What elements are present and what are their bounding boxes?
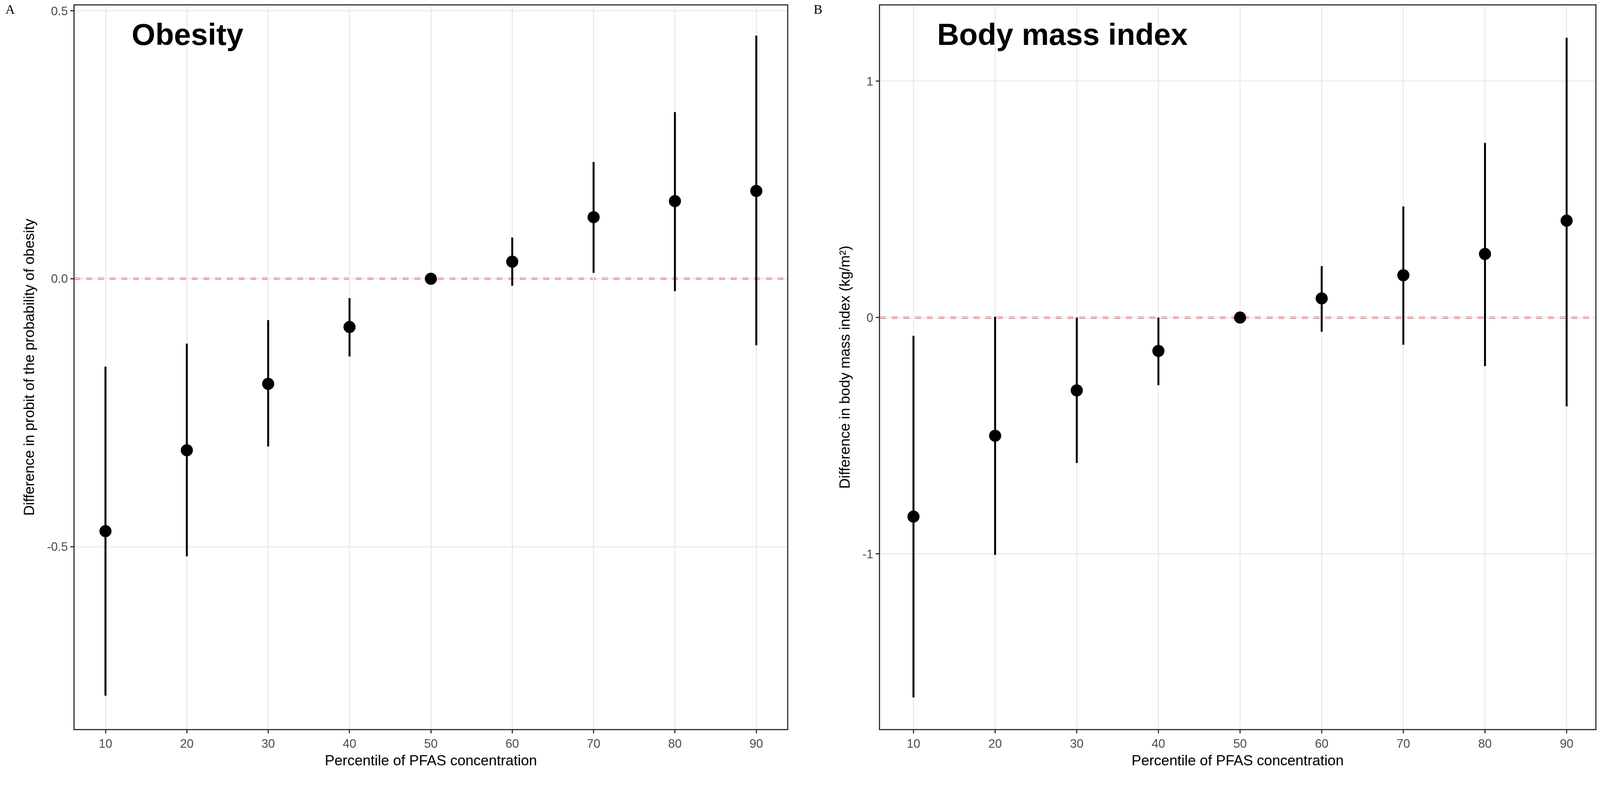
svg-text:A: A <box>5 2 15 17</box>
svg-text:90: 90 <box>749 736 763 751</box>
svg-text:0.0: 0.0 <box>51 271 68 286</box>
svg-text:60: 60 <box>505 736 519 751</box>
svg-text:-0.5: -0.5 <box>46 539 68 554</box>
svg-text:Percentile of PFAS concentrati: Percentile of PFAS concentration <box>325 752 538 769</box>
svg-text:70: 70 <box>1396 736 1410 751</box>
svg-text:1: 1 <box>866 74 874 89</box>
svg-text:50: 50 <box>424 736 438 751</box>
svg-text:-1: -1 <box>862 547 874 561</box>
svg-text:0.5: 0.5 <box>51 4 68 18</box>
svg-text:30: 30 <box>1069 736 1084 751</box>
svg-text:30: 30 <box>261 736 275 751</box>
svg-text:Difference in probit of the pr: Difference in probit of the probability … <box>21 218 38 516</box>
svg-text:50: 50 <box>1233 736 1247 751</box>
svg-text:80: 80 <box>1478 736 1492 751</box>
svg-text:40: 40 <box>342 736 357 751</box>
svg-text:90: 90 <box>1559 736 1574 751</box>
svg-text:B: B <box>813 2 823 17</box>
svg-text:Difference in body mass index: Difference in body mass index (kg/m²) <box>836 245 853 489</box>
svg-text:Obesity: Obesity <box>131 17 244 52</box>
svg-text:0: 0 <box>866 310 874 325</box>
svg-text:10: 10 <box>906 736 920 751</box>
svg-text:80: 80 <box>668 736 682 751</box>
svg-text:20: 20 <box>988 736 1002 751</box>
svg-text:70: 70 <box>586 736 600 751</box>
svg-text:60: 60 <box>1314 736 1329 751</box>
svg-text:Percentile of PFAS concentrati: Percentile of PFAS concentration <box>1131 752 1344 769</box>
svg-text:10: 10 <box>98 736 113 751</box>
svg-text:Body mass index: Body mass index <box>937 17 1188 52</box>
svg-text:40: 40 <box>1151 736 1165 751</box>
svg-text:20: 20 <box>180 736 194 751</box>
